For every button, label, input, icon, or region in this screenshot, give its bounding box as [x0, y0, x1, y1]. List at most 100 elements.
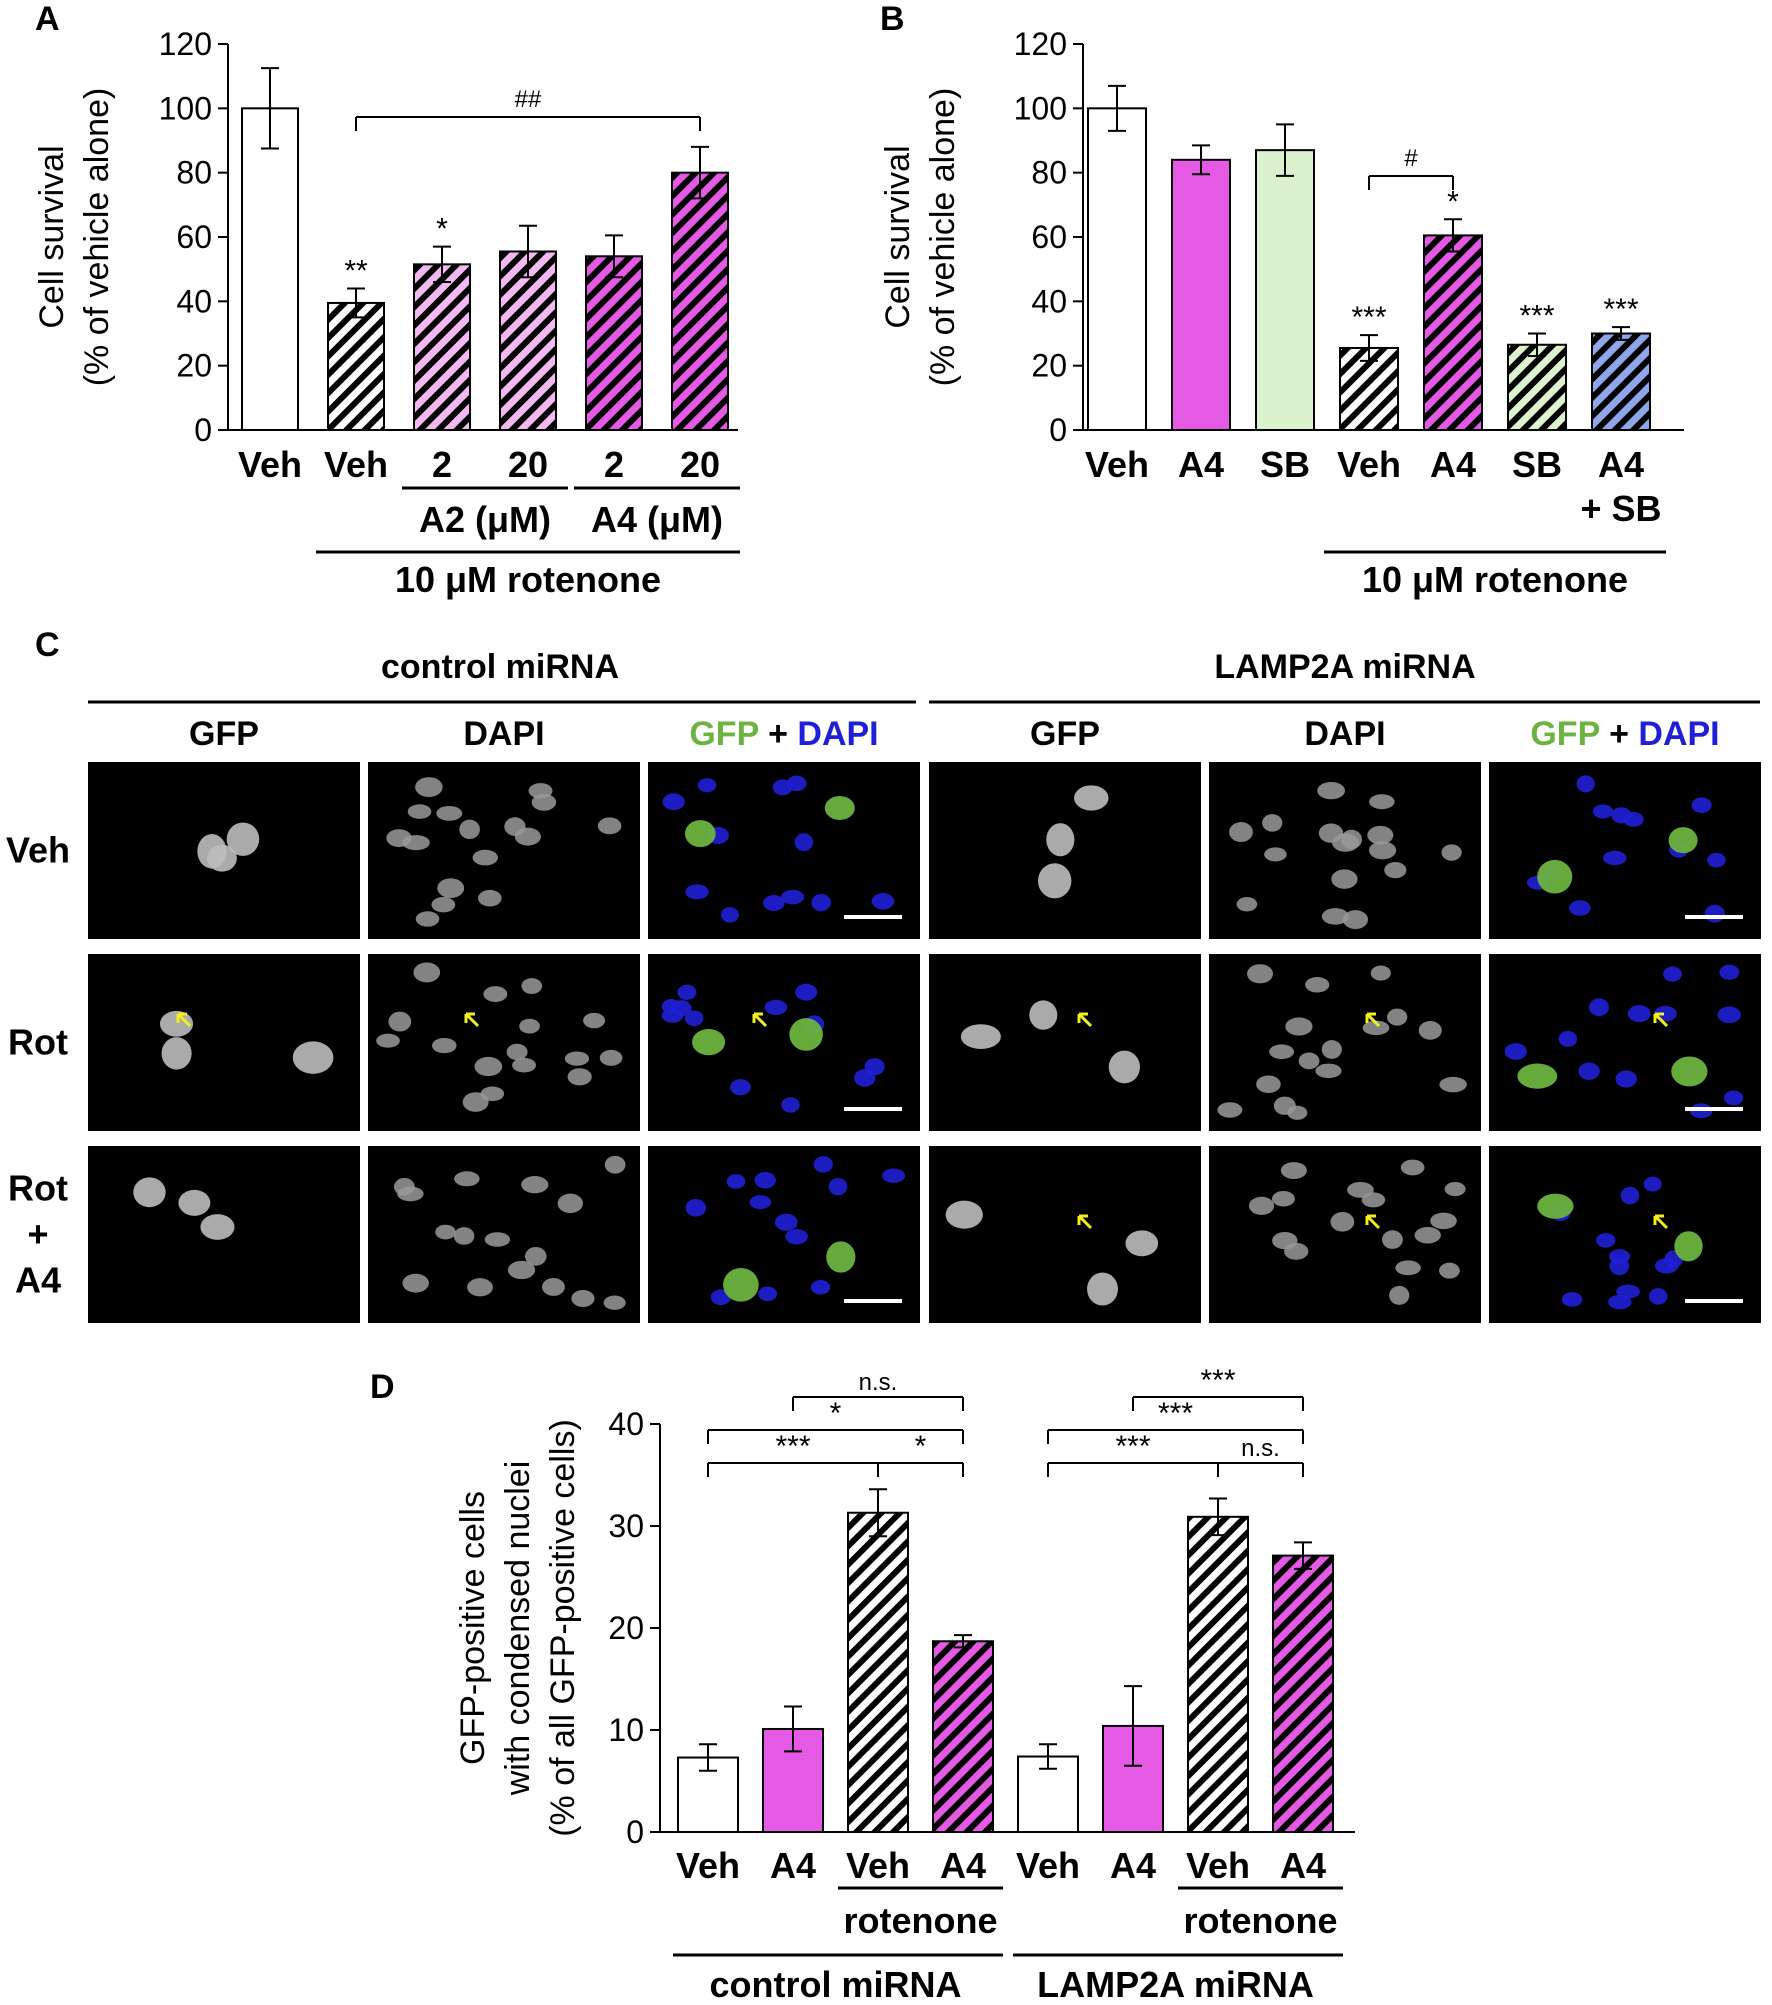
y-tick-label: 40 [176, 283, 212, 319]
nucleus [402, 1273, 429, 1293]
nucleus [436, 805, 463, 821]
bar [242, 108, 298, 430]
column-header: DAPI [1304, 715, 1385, 753]
nucleus [564, 1051, 590, 1066]
dapi-nucleus [1569, 900, 1591, 916]
dapi-nucleus [1723, 1090, 1744, 1106]
dapi-nucleus [1608, 1294, 1632, 1310]
row-label: Veh [6, 830, 70, 871]
x-tick-label: 20 [680, 444, 720, 485]
group-label: rotenone [1183, 1900, 1337, 1941]
nucleus [467, 1278, 493, 1297]
nucleus [542, 1277, 565, 1296]
dapi-nucleus [720, 907, 739, 923]
x-tick-label: A4 [1598, 444, 1644, 485]
bar-hatch [933, 1641, 993, 1832]
dapi-nucleus [864, 1058, 885, 1076]
significance-marker: *** [1603, 293, 1638, 326]
gfp-cell [692, 1028, 726, 1056]
nucleus [1387, 1008, 1408, 1026]
nucleus [1236, 897, 1258, 912]
nucleus [1321, 1040, 1342, 1059]
x-tick-label: A4 [1280, 1845, 1326, 1886]
nucleus [1418, 1021, 1442, 1040]
header-dapi: DAPI [797, 715, 878, 753]
bar-hatch [1273, 1555, 1333, 1832]
nucleus [480, 1086, 505, 1102]
gfp-cell [1108, 1050, 1140, 1084]
significance-marker: ** [344, 254, 368, 287]
group-label: rotenone [843, 1900, 997, 1941]
column-header: DAPI [463, 715, 544, 753]
dapi-nucleus [662, 793, 685, 811]
y-tick-label: 120 [1014, 26, 1067, 62]
gfp-cell [1074, 785, 1109, 811]
chart-a: 0 20 40 60 80 100 120 Cell survival (% of vehicl… [33, 26, 740, 600]
bar [1172, 159, 1230, 431]
dapi-nucleus [730, 1079, 751, 1096]
dapi-nucleus [785, 1228, 808, 1245]
arrow-marker [1653, 1012, 1669, 1028]
y-tick-label: 20 [608, 1610, 644, 1646]
y-axis-label: (% of vehicle alone) [924, 88, 962, 387]
nucleus [1285, 1017, 1313, 1036]
group-label: A2 (μM) [419, 499, 551, 540]
nucleus [453, 1227, 475, 1245]
nucleus [1331, 833, 1360, 852]
nucleus [1321, 908, 1349, 925]
panel-label-b: B [880, 0, 905, 38]
significance-marker: * [1447, 185, 1459, 218]
significance-marker: *** [1158, 1397, 1193, 1430]
nucleus [454, 1171, 480, 1187]
x-tick-label: Veh [238, 444, 302, 485]
x-tick-label: Veh [1085, 444, 1149, 485]
nucleus [1430, 1212, 1457, 1230]
nucleus [1264, 847, 1287, 862]
panel-label-c: C [35, 626, 60, 664]
header-gfp: GFP [1530, 715, 1599, 753]
dapi-nucleus [1620, 1186, 1640, 1205]
nucleus [506, 1043, 528, 1061]
nucleus [599, 1049, 623, 1066]
group-label: LAMP2A miRNA [1037, 1964, 1314, 2005]
gfp-cell [1537, 859, 1573, 894]
gfp-cell [1537, 1193, 1574, 1219]
gfp-cell [1037, 863, 1072, 899]
nucleus [1247, 964, 1274, 984]
dapi-nucleus [1704, 904, 1725, 923]
bar-hatch [848, 1512, 908, 1832]
nucleus [514, 827, 541, 846]
dapi-nucleus [697, 778, 717, 793]
dapi-nucleus [1595, 1233, 1616, 1248]
nucleus [1287, 1105, 1308, 1120]
nucleus [1331, 869, 1358, 889]
gfp-cell [197, 834, 227, 869]
y-tick-label: 20 [176, 348, 212, 384]
dapi-nucleus [1649, 1288, 1668, 1305]
dapi-nucleus [754, 1171, 776, 1189]
nucleus [1271, 1190, 1295, 1207]
x-tick-label: + SB [1580, 488, 1661, 529]
dapi-nucleus [763, 895, 785, 911]
y-tick-label: 80 [176, 155, 212, 191]
significance-marker: *** [1200, 1364, 1235, 1397]
gfp-cell [159, 1010, 194, 1037]
y-axis-label: Cell survival [33, 145, 71, 328]
dapi-nucleus [749, 1195, 772, 1210]
significance-marker: n.s. [859, 1369, 898, 1396]
gfp-cell [684, 820, 716, 848]
dapi-nucleus [1623, 811, 1644, 827]
y-tick-label: 10 [608, 1712, 644, 1748]
nucleus [507, 1260, 536, 1280]
bar-hatch [1592, 333, 1650, 430]
dapi-nucleus [1589, 998, 1609, 1017]
nucleus [413, 962, 441, 983]
nucleus [459, 819, 480, 840]
nucleus [1369, 794, 1395, 810]
gfp-cell [1046, 823, 1075, 857]
nucleus [1400, 1159, 1425, 1176]
bar-hatch [414, 264, 470, 430]
micrograph-tile [929, 1146, 1201, 1323]
nucleus [521, 1176, 549, 1194]
